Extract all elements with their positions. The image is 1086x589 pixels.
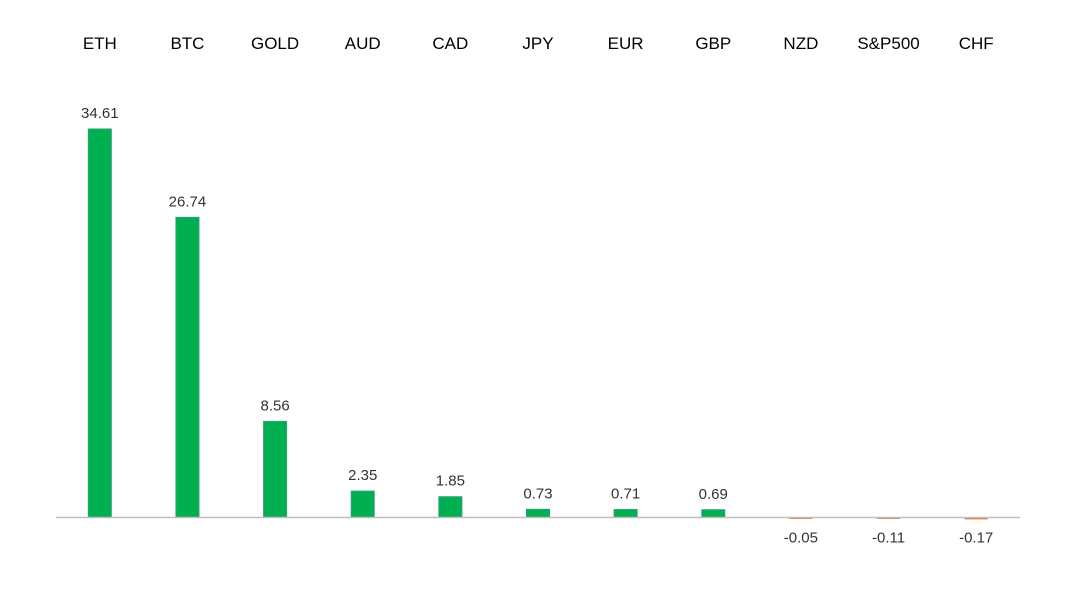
category-label-s-p500: S&P500 xyxy=(857,34,919,53)
bar-aud xyxy=(350,490,375,518)
bar-eur xyxy=(613,509,638,518)
bar-chf xyxy=(964,517,988,520)
value-label-btc: 26.74 xyxy=(169,193,207,210)
category-label-nzd: NZD xyxy=(783,34,818,53)
category-label-btc: BTC xyxy=(170,34,204,53)
category-label-chf: CHF xyxy=(959,34,994,53)
category-label-eth: ETH xyxy=(83,34,117,53)
value-label-gbp: 0.69 xyxy=(699,486,728,503)
value-label-jpy: 0.73 xyxy=(523,485,552,502)
category-label-jpy: JPY xyxy=(522,34,553,53)
value-labels: 34.61 26.74 8.56 2.35 1.85 0.73 0.71 0.69 -0.05 -… xyxy=(81,105,993,547)
category-label-aud: AUD xyxy=(345,34,381,53)
bar-eth xyxy=(87,128,112,518)
value-label-chf: -0.17 xyxy=(959,530,993,547)
bar-jpy xyxy=(526,508,550,519)
value-label-aud: 2.35 xyxy=(348,467,377,484)
bars xyxy=(87,128,988,520)
bar-gbp xyxy=(701,509,726,519)
value-label-cad: 1.85 xyxy=(436,473,465,490)
category-label-gold: GOLD xyxy=(251,34,299,53)
value-label-eth: 34.61 xyxy=(81,105,119,122)
category-labels: ETH BTC GOLD AUD CAD JPY EUR GBP NZD S&P500 CHF xyxy=(83,34,994,53)
bar-gold xyxy=(263,420,288,519)
category-label-cad: CAD xyxy=(432,34,468,53)
category-label-eur: EUR xyxy=(608,34,644,53)
value-label-nzd: -0.05 xyxy=(784,530,818,547)
value-label-eur: 0.71 xyxy=(611,486,640,503)
value-label-gold: 8.56 xyxy=(260,397,289,414)
bar-btc xyxy=(175,216,200,518)
value-label-s-p500: -0.11 xyxy=(872,530,905,547)
bar-cad xyxy=(438,496,463,519)
category-label-gbp: GBP xyxy=(695,34,731,53)
